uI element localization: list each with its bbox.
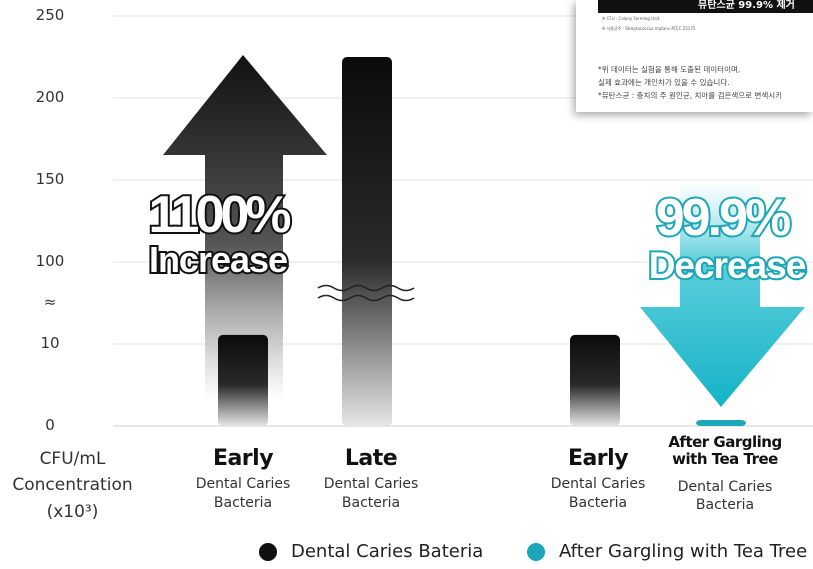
bars <box>218 57 746 426</box>
unit-line: CFU/mL <box>39 449 106 469</box>
increase-value: 1100% <box>148 186 290 244</box>
note-line: *뮤탄스균 : 충치의 주 원인균, 치아를 검은색으로 변색시키 <box>598 91 783 100</box>
legend-label: After Gargling with Tea Tree <box>559 541 808 562</box>
bar-dental-caries <box>218 334 268 426</box>
bar-after-gargling <box>696 420 746 426</box>
unit-line: (x10³) <box>46 501 99 522</box>
y-tick-label: 200 <box>35 88 65 106</box>
legend-dot-dark <box>259 542 277 561</box>
unit-line: Concentration <box>12 475 133 496</box>
category-sub-line: Dental Caries <box>323 476 419 492</box>
decrease-value: 99.9% <box>656 189 790 247</box>
change-annotations: 1100% Increase 99.9% Decrease <box>146 184 808 288</box>
increase-label: Increase <box>149 239 287 280</box>
y-tick-label: 10 <box>40 334 60 352</box>
note-meta: ※ CFU : Colony Forming Unit <box>602 16 660 21</box>
category-main: Early <box>567 446 629 471</box>
category-sub: Dental Caries Bacteria <box>301 475 441 513</box>
category-sub-line: Dental Caries <box>550 476 646 492</box>
increase-arrow <box>163 55 327 400</box>
decrease-arrow <box>640 180 805 407</box>
note-card: 뮤탄스균 99.9% 제거 ※ CFU : Colony Forming Uni… <box>576 0 813 112</box>
category-sub-line: Bacteria <box>695 497 755 514</box>
decrease-label: Decrease <box>649 245 806 286</box>
y-axis-unit: CFU/mL Concentration (x10³) <box>10 446 135 525</box>
legend-label: Dental Caries Bateria <box>291 541 484 562</box>
y-tick-label: 250 <box>35 6 65 24</box>
category-sub-line: Bacteria <box>568 494 628 511</box>
note-header: 뮤탄스균 99.9% 제거 <box>598 0 813 13</box>
category-main-line: with Tea Tree <box>672 450 778 469</box>
y-tick-label: 0 <box>45 416 55 434</box>
y-tick-label: ≈ <box>43 293 57 311</box>
category-sub-line: Dental Caries <box>195 476 291 492</box>
category-sub: Dental Caries Bacteria <box>655 478 795 516</box>
x-category-late: Late Dental Caries Bacteria <box>301 446 441 513</box>
category-sub: Dental Caries Bacteria <box>528 475 668 513</box>
x-category-early-1: Early Dental Caries Bacteria <box>173 446 313 513</box>
trend-arrows <box>163 55 805 407</box>
axis-break-marks <box>317 284 415 302</box>
legend-dot-teal <box>527 542 545 561</box>
category-main-line: After Gargling <box>668 433 782 451</box>
note-line: *위 데이터는 실험을 통해 도출된 데이터이며, <box>598 65 741 74</box>
category-sub-line: Bacteria <box>341 494 401 511</box>
bar-dental-caries <box>570 334 620 426</box>
note-line: 실제 효과에는 개인차가 있을 수 있습니다. <box>598 78 730 87</box>
bar-dental-caries <box>342 57 392 426</box>
category-main: Early <box>212 446 274 471</box>
note-meta: ※ 사용균주 : Streptococcus mutans ATCC 25175 <box>602 26 696 31</box>
category-main: Late <box>344 446 398 471</box>
x-category-early-2: Early Dental Caries Bacteria <box>528 446 668 513</box>
legend-item-after-gargling: After Gargling with Tea Tree <box>527 541 807 562</box>
y-tick-label: 150 <box>35 170 65 188</box>
y-tick-label: 100 <box>35 252 65 270</box>
x-category-after-gargling: After Gargling with Tea Tree Dental Cari… <box>655 433 795 516</box>
category-sub: Dental Caries Bacteria <box>173 475 313 513</box>
legend-item-dental-caries: Dental Caries Bateria <box>259 541 483 562</box>
category-sub-line: Dental Caries <box>677 478 773 495</box>
category-sub-line: Bacteria <box>213 494 273 511</box>
category-main: After Gargling with Tea Tree <box>655 433 795 469</box>
